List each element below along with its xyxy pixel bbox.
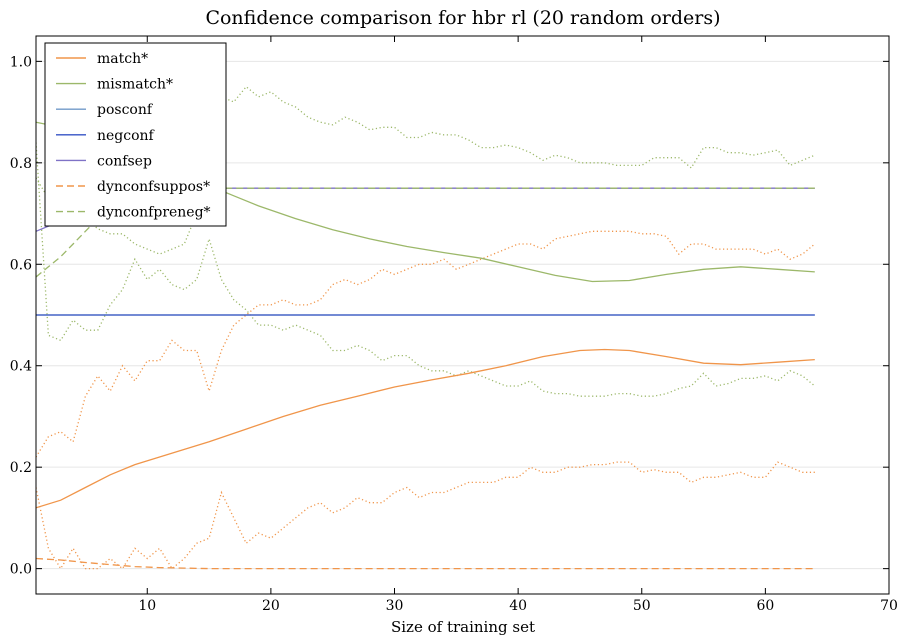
series-line bbox=[36, 557, 815, 570]
legend-label: dynconfpreneg* bbox=[97, 205, 211, 221]
x-axis-label: Size of training set bbox=[391, 618, 535, 636]
y-tick-label: 0.4 bbox=[10, 359, 32, 375]
plot-frame bbox=[35, 35, 890, 595]
band-line bbox=[36, 230, 816, 458]
x-tick-label: 60 bbox=[756, 598, 774, 614]
legend-label: negconf bbox=[97, 128, 156, 144]
y-tick-label: 0.8 bbox=[10, 156, 32, 172]
band-line bbox=[36, 142, 816, 397]
x-tick-label: 70 bbox=[880, 598, 898, 614]
x-tick-label: 40 bbox=[509, 598, 527, 614]
y-tick-label: 0.6 bbox=[10, 257, 32, 273]
legend-label: posconf bbox=[97, 102, 154, 118]
band-line bbox=[36, 85, 816, 255]
x-tick-label: 50 bbox=[633, 598, 651, 614]
x-tick-label: 10 bbox=[138, 598, 156, 614]
legend-label: mismatch* bbox=[97, 77, 173, 93]
band-line bbox=[36, 461, 815, 570]
legend-label: dynconfsuppos* bbox=[97, 179, 210, 195]
x-axis: 10 20 30 40 50 60 70 bbox=[138, 36, 898, 614]
legend-label: confsep bbox=[97, 153, 152, 169]
y-tick-label: 0.0 bbox=[10, 562, 32, 578]
legend-label: match* bbox=[97, 51, 148, 67]
y-tick-label: 1.0 bbox=[10, 54, 32, 70]
x-tick-label: 30 bbox=[386, 598, 404, 614]
y-axis: 0.0 0.2 0.4 0.6 0.8 1.0 bbox=[10, 54, 889, 578]
legend: match* mismatch* posconf negconf confsep dync… bbox=[44, 42, 227, 227]
series-line bbox=[36, 348, 815, 509]
x-tick-label: 20 bbox=[262, 598, 280, 614]
y-tick-label: 0.2 bbox=[10, 460, 32, 476]
chart-title: Confidence comparison for hbr rl (20 ran… bbox=[205, 7, 720, 29]
